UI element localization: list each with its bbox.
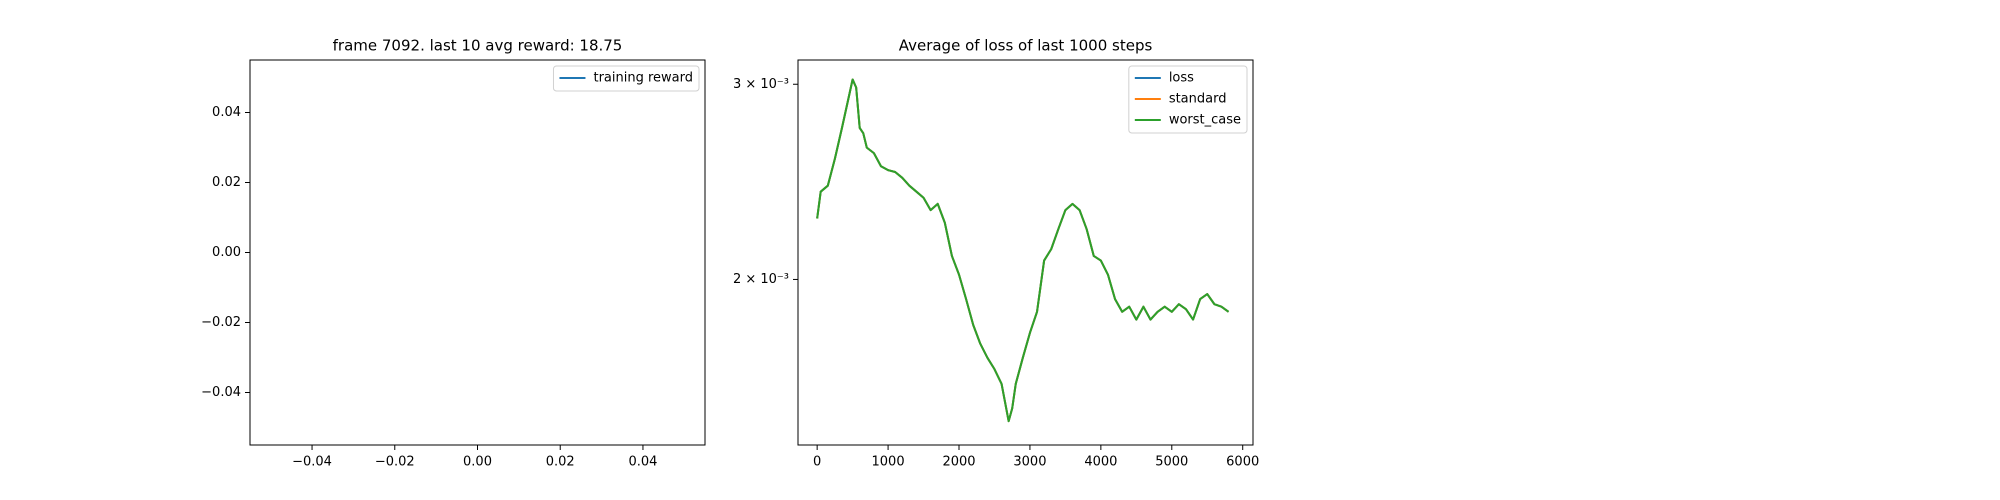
x-tick-label: 1000 — [872, 455, 905, 470]
x-tick-label: 3000 — [1013, 455, 1046, 470]
x-tick-label: 6000 — [1226, 455, 1259, 470]
chart-title: Average of loss of last 1000 steps — [899, 37, 1153, 55]
x-tick-label: 5000 — [1155, 455, 1188, 470]
x-tick-label: 4000 — [1084, 455, 1117, 470]
legend-label: worst_case — [1169, 113, 1241, 128]
legend: loss standard worst_case — [1128, 65, 1248, 134]
y-tick-label: 3 × 10⁻³ — [733, 77, 789, 92]
y-tick-label: 0.02 — [212, 175, 241, 190]
chart-title: frame 7092. last 10 avg reward: 18.75 — [333, 37, 623, 55]
axes-frame — [797, 59, 1254, 446]
y-tick-label: 0.04 — [212, 105, 241, 120]
y-tick-label: −0.04 — [201, 385, 241, 400]
legend: training reward — [552, 65, 700, 92]
x-tick-label: 0 — [813, 455, 821, 470]
legend-label: training reward — [593, 71, 693, 86]
axes-frame — [249, 59, 706, 446]
y-tick-label: −0.02 — [201, 315, 241, 330]
x-tick-label: 0.04 — [628, 455, 657, 470]
series-line — [816, 78, 1230, 423]
x-tick-label: 0.00 — [463, 455, 492, 470]
legend-label: loss — [1169, 71, 1194, 86]
x-tick-label: −0.04 — [292, 455, 332, 470]
legend-box — [1128, 65, 1248, 134]
y-tick-label: 2 × 10⁻³ — [733, 272, 789, 287]
x-tick-label: 0.02 — [546, 455, 575, 470]
x-tick-label: 2000 — [942, 455, 975, 470]
y-tick-label: 0.00 — [212, 245, 241, 260]
plot-area — [816, 78, 1230, 423]
legend-label: standard — [1169, 92, 1227, 107]
x-tick-label: −0.02 — [375, 455, 415, 470]
legend-box — [552, 65, 700, 92]
